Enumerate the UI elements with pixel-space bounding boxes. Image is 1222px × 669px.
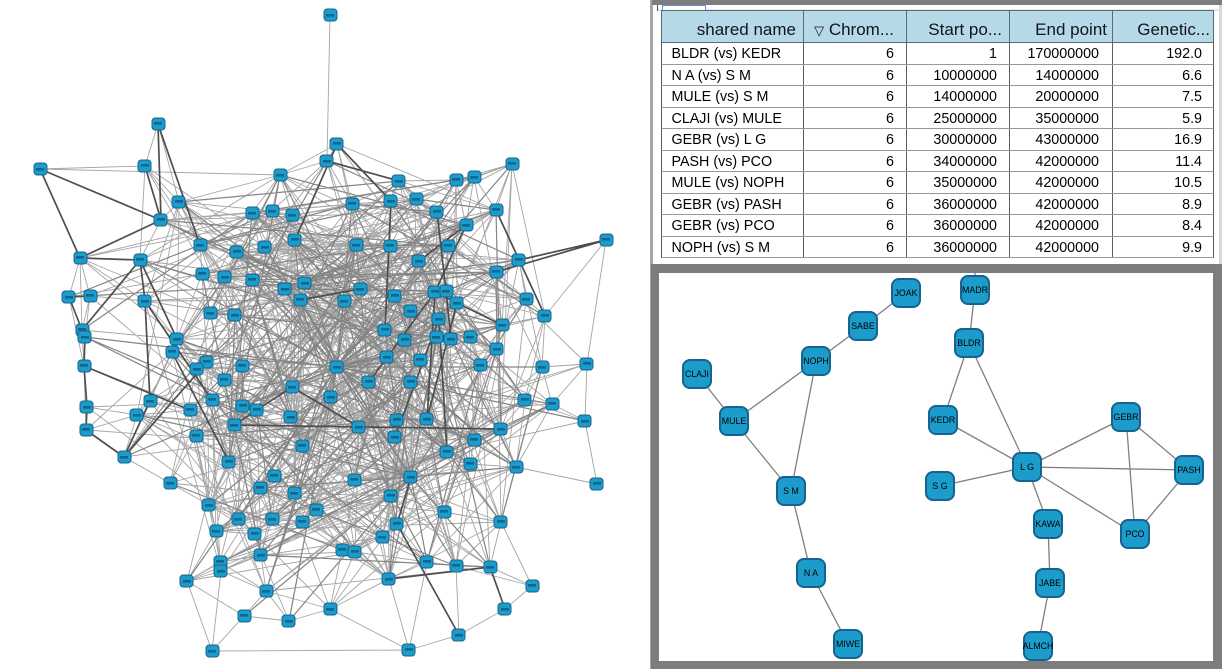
svg-text:CLAJI: CLAJI (685, 369, 709, 379)
svg-text:S M: S M (783, 486, 799, 496)
svg-text:JOAK: JOAK (895, 288, 918, 298)
svg-text:JABE: JABE (1039, 578, 1061, 588)
svg-text:GEBR: GEBR (1114, 412, 1139, 422)
svg-text:S G: S G (932, 481, 947, 491)
svg-text:NOPH: NOPH (803, 356, 828, 366)
svg-text:PASH: PASH (1177, 465, 1200, 475)
svg-text:KAWA: KAWA (1035, 519, 1060, 529)
svg-text:PCO: PCO (1125, 529, 1144, 539)
svg-text:KEDR: KEDR (931, 415, 955, 425)
svg-text:MADR: MADR (962, 285, 988, 295)
svg-text:N A: N A (804, 568, 818, 578)
svg-text:SABE: SABE (851, 321, 875, 331)
svg-text:BLDR: BLDR (957, 338, 980, 348)
svg-text:L G: L G (1020, 462, 1034, 472)
svg-text:MULE: MULE (722, 416, 747, 426)
svg-text:MIWE: MIWE (836, 639, 860, 649)
svg-text:ALMCH: ALMCH (1023, 641, 1054, 651)
